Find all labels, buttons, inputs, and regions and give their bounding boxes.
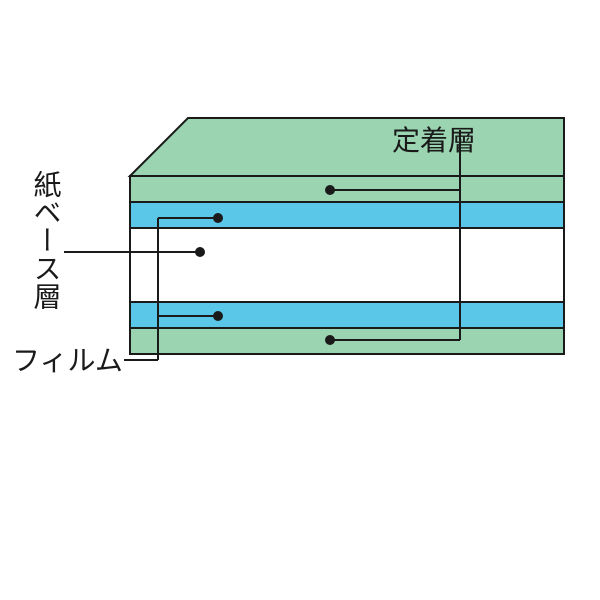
leader-dot: [195, 247, 205, 257]
label-film: フィルム: [12, 345, 123, 376]
leader-dot: [213, 311, 223, 321]
leader-dot: [325, 185, 335, 195]
layer-core: [130, 228, 564, 302]
label-fixing-layer: 定着層: [392, 125, 476, 156]
layer-film-top: [130, 202, 564, 228]
label-paper-base-layer: 紙ベース層: [31, 170, 62, 310]
leader-dot: [325, 335, 335, 345]
leader-dot: [213, 213, 223, 223]
top-surface: [130, 118, 564, 176]
